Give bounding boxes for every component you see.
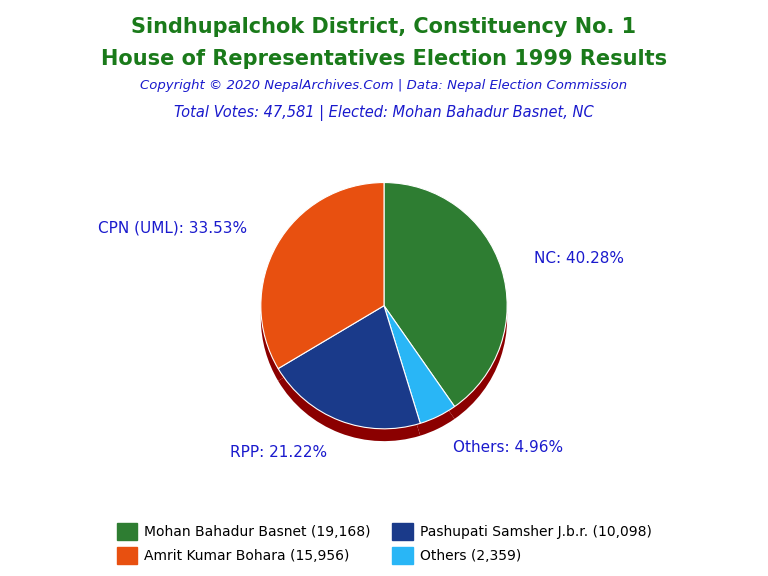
Text: NC: 40.28%: NC: 40.28%: [535, 251, 624, 266]
Text: House of Representatives Election 1999 Results: House of Representatives Election 1999 R…: [101, 49, 667, 69]
Text: Total Votes: 47,581 | Elected: Mohan Bahadur Basnet, NC: Total Votes: 47,581 | Elected: Mohan Bah…: [174, 105, 594, 121]
Text: RPP: 21.22%: RPP: 21.22%: [230, 445, 327, 460]
Text: CPN (UML): 33.53%: CPN (UML): 33.53%: [98, 220, 247, 235]
Legend: Mohan Bahadur Basnet (19,168), Amrit Kumar Bohara (15,956), Pashupati Samsher J.: Mohan Bahadur Basnet (19,168), Amrit Kum…: [110, 517, 658, 571]
Wedge shape: [384, 318, 455, 435]
Wedge shape: [278, 318, 420, 441]
Wedge shape: [261, 183, 384, 369]
Text: Copyright © 2020 NepalArchives.Com | Data: Nepal Election Commission: Copyright © 2020 NepalArchives.Com | Dat…: [141, 79, 627, 93]
Wedge shape: [384, 306, 455, 423]
Wedge shape: [384, 183, 507, 407]
Wedge shape: [278, 306, 420, 429]
Text: Sindhupalchok District, Constituency No. 1: Sindhupalchok District, Constituency No.…: [131, 17, 637, 37]
Wedge shape: [384, 195, 507, 419]
Wedge shape: [261, 195, 384, 381]
Text: Others: 4.96%: Others: 4.96%: [453, 440, 564, 455]
